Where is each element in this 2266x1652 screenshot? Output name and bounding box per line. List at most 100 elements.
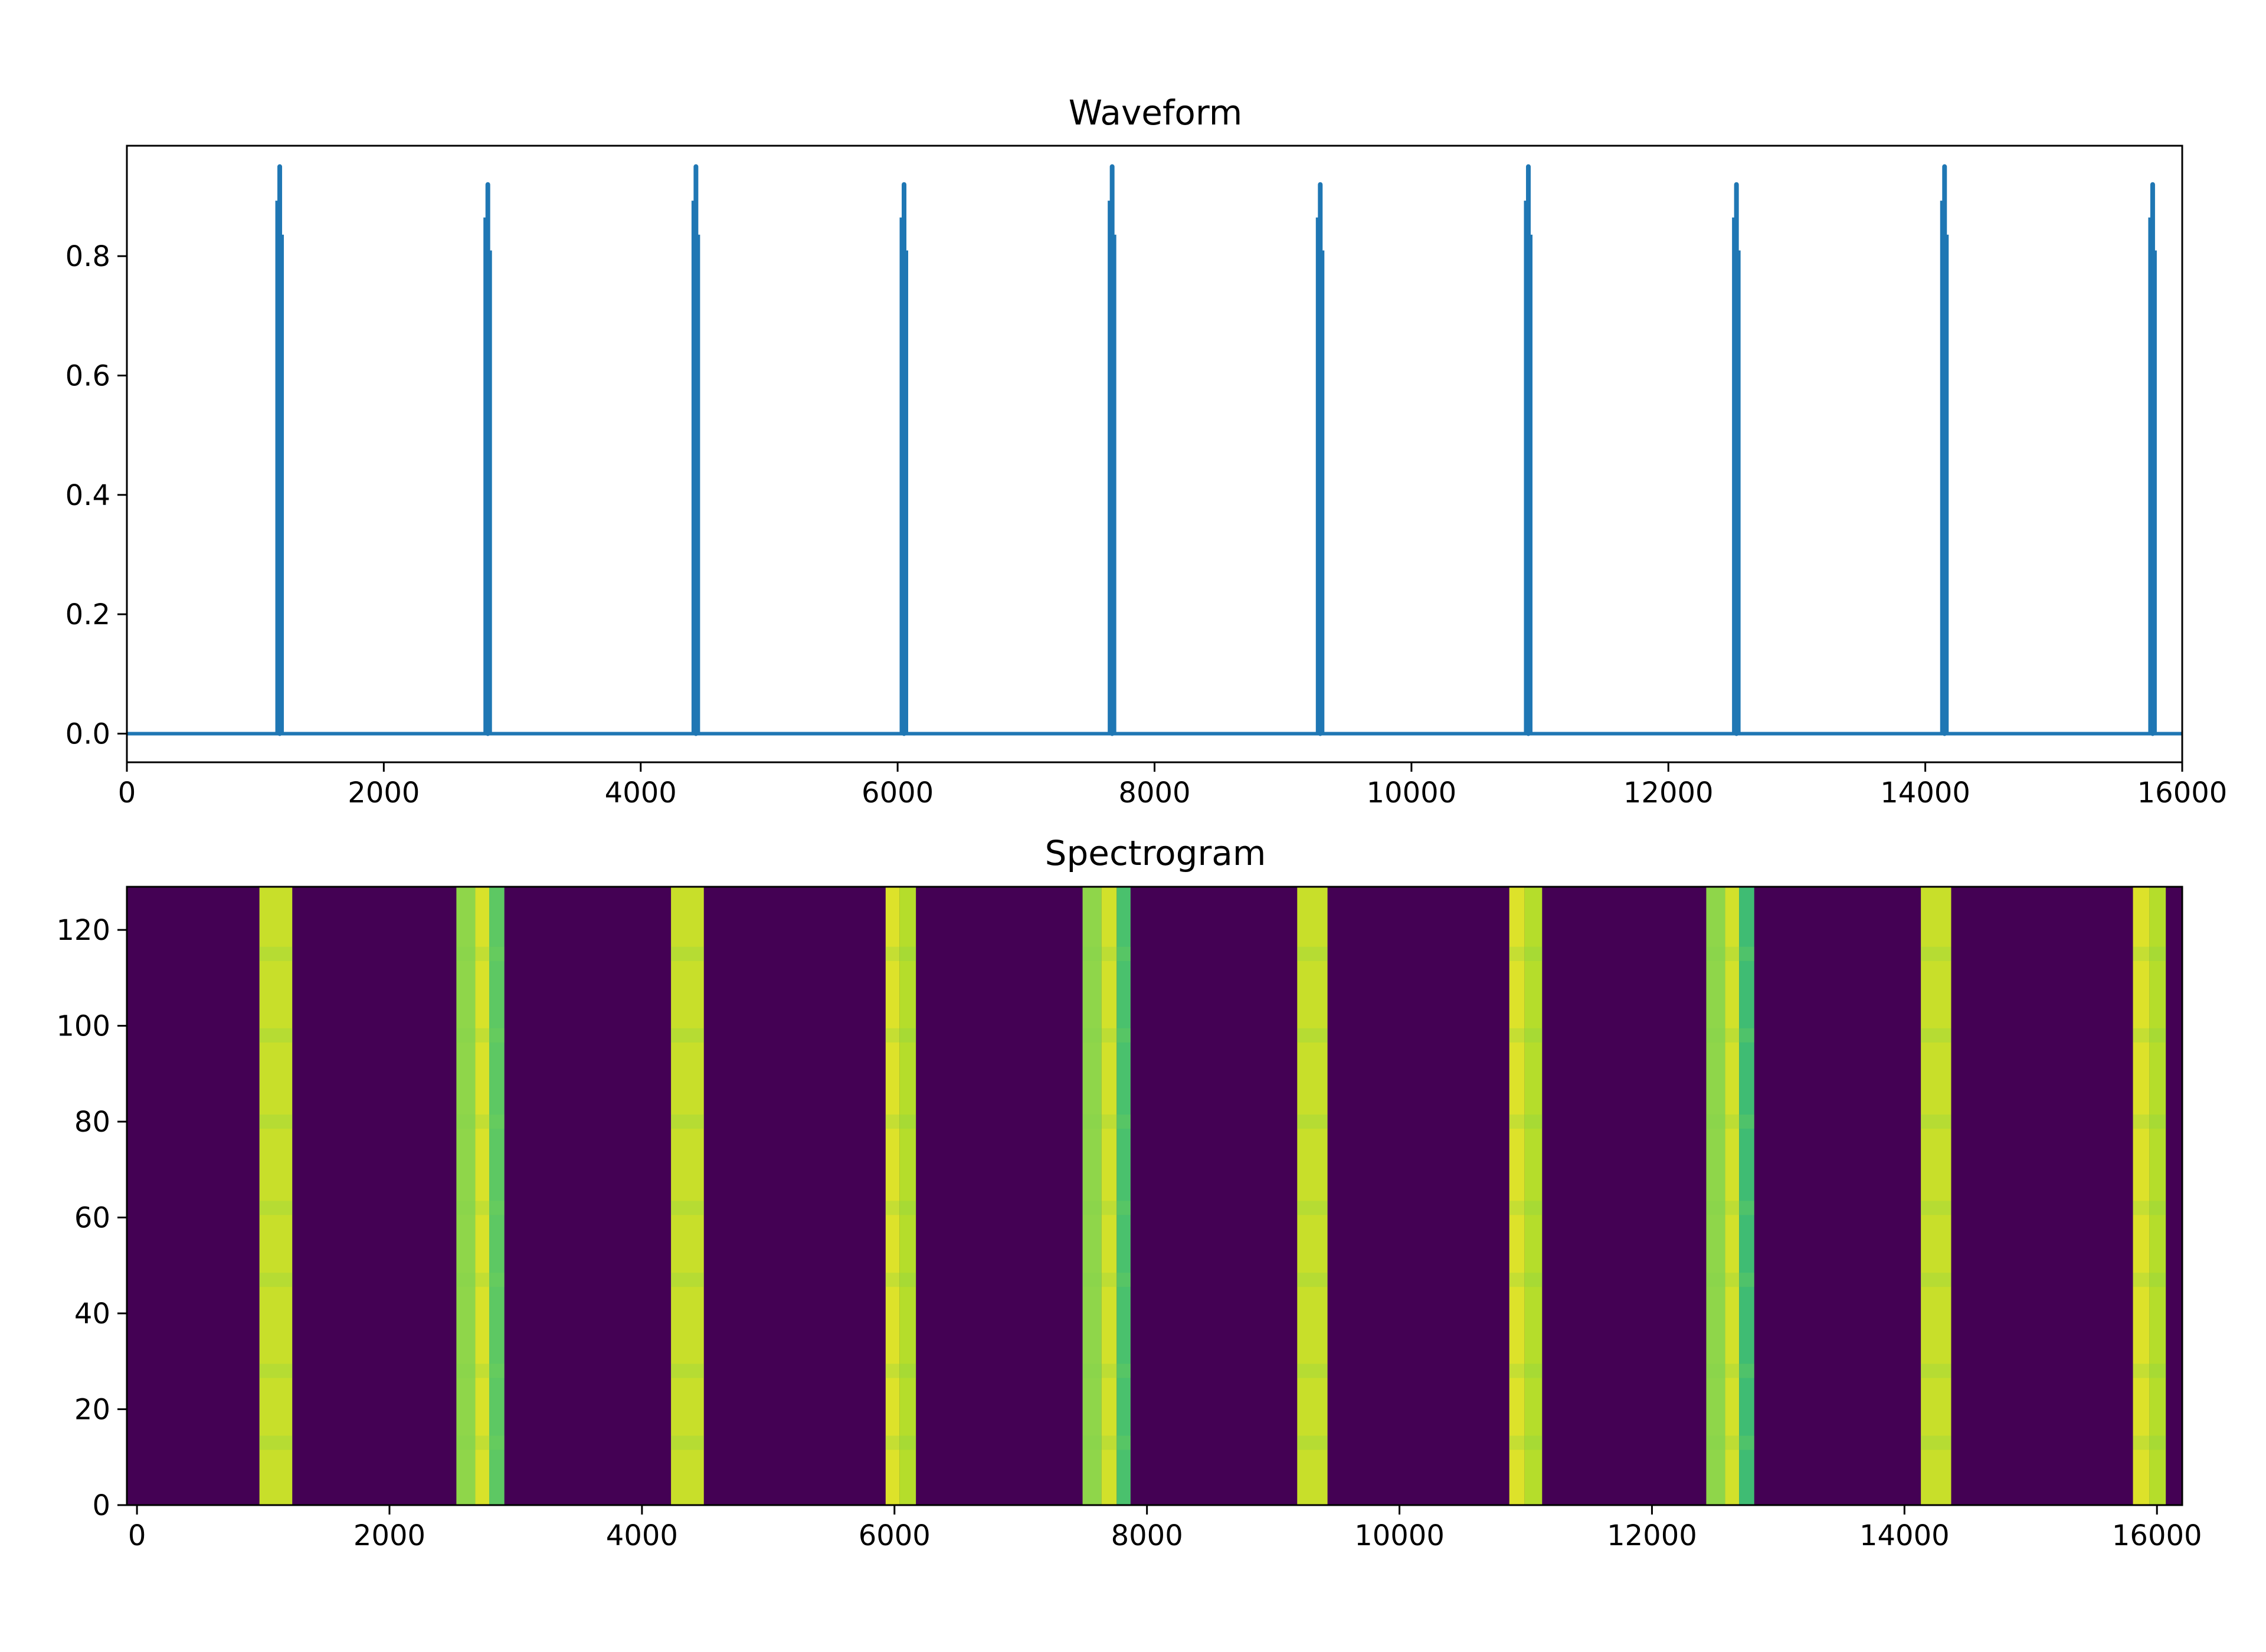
- spectrogram-band-texture: [671, 946, 704, 961]
- spectrogram-title: Spectrogram: [1045, 833, 1266, 873]
- waveform-x-tick-label: 0: [118, 776, 136, 809]
- spectrogram-band-texture: [259, 1273, 293, 1287]
- waveform-pulse: [899, 182, 909, 736]
- spectrogram-band: [1706, 887, 1754, 1505]
- waveform-plot-area: [127, 164, 2182, 736]
- waveform-pulse: [691, 164, 700, 736]
- spectrogram-band-texture: [1082, 1028, 1131, 1043]
- waveform-pulse: [1108, 164, 1116, 736]
- waveform-y-tick-label: 0.4: [66, 479, 110, 512]
- spectrogram-band-texture: [456, 1028, 505, 1043]
- spectrogram-band-segment: [1524, 887, 1543, 1505]
- spectrogram-band-texture: [456, 1273, 505, 1287]
- spectrogram-band-segment: [1739, 887, 1754, 1505]
- spectrogram-band-segment: [1921, 887, 1951, 1505]
- spectrogram-band-texture: [1297, 1115, 1328, 1129]
- spectrogram-band: [2133, 887, 2166, 1505]
- spectrogram-band-texture: [671, 1435, 704, 1450]
- waveform-pulse: [1732, 182, 1741, 736]
- spectrogram-band-texture: [1921, 1028, 1951, 1043]
- spectrogram-x-axis: 0 2000 4000 6000 8000 10000 12000 14000 16000: [128, 1505, 2202, 1552]
- waveform-x-tick-label: 6000: [862, 776, 934, 809]
- spectrogram-band-texture: [1706, 1273, 1754, 1287]
- waveform-pulse: [1524, 164, 1533, 736]
- spectrogram-band: [1921, 887, 1951, 1505]
- waveform-x-tick-label: 10000: [1367, 776, 1457, 809]
- spectrogram-band-texture: [259, 1115, 293, 1129]
- spectrogram-background: [127, 887, 2182, 1505]
- spectrogram-band-segment: [1297, 887, 1328, 1505]
- spectrogram-band-texture: [2133, 1273, 2166, 1287]
- waveform-pulse: [1315, 182, 1325, 736]
- spectrogram-band-texture: [885, 1028, 916, 1043]
- spectrogram-band-segment: [1101, 887, 1117, 1505]
- spectrogram-band-texture: [1297, 1435, 1328, 1450]
- spectrogram-band: [671, 887, 704, 1505]
- spectrogram-band-texture: [456, 1201, 505, 1215]
- spectrogram-band-texture: [1921, 1363, 1951, 1378]
- spectrogram-band-texture: [1921, 1115, 1951, 1129]
- spectrogram-band-texture: [1509, 1028, 1543, 1043]
- waveform-y-tick-label: 0.6: [66, 359, 110, 392]
- spectrogram-band: [885, 887, 916, 1505]
- spectrogram-band: [456, 887, 505, 1505]
- spectrogram-band-segment: [1706, 887, 1725, 1505]
- spectrogram-x-tick-label: 4000: [606, 1519, 678, 1552]
- spectrogram-band-texture: [1921, 1273, 1951, 1287]
- spectrogram-y-tick-label: 100: [56, 1010, 110, 1043]
- spectrogram-band-texture: [2133, 1435, 2166, 1450]
- spectrogram-band-segment: [885, 887, 900, 1505]
- spectrogram-x-tick-label: 2000: [353, 1519, 425, 1552]
- spectrogram-band-texture: [1921, 1435, 1951, 1450]
- spectrogram-band-texture: [259, 1363, 293, 1378]
- spectrogram-band-texture: [1297, 1201, 1328, 1215]
- waveform-y-tick-label: 0.8: [66, 240, 110, 273]
- spectrogram-x-tick-label: 12000: [1607, 1519, 1697, 1552]
- spectrogram-x-tick-label: 16000: [2112, 1519, 2202, 1552]
- spectrogram-band-texture: [671, 1363, 704, 1378]
- waveform-x-tick-label: 12000: [1623, 776, 1714, 809]
- waveform-y-tick-label: 0.2: [66, 598, 110, 631]
- spectrogram-band-texture: [2133, 1115, 2166, 1129]
- waveform-x-tick-label: 4000: [605, 776, 677, 809]
- spectrogram-band-texture: [1509, 1435, 1543, 1450]
- spectrogram-band-texture: [2133, 946, 2166, 961]
- spectrogram-y-tick-label: 60: [74, 1202, 110, 1235]
- spectrogram-band-segment: [2149, 887, 2166, 1505]
- spectrogram-band-texture: [1082, 1201, 1131, 1215]
- spectrogram-band-texture: [1921, 946, 1951, 961]
- waveform-pulse: [2148, 182, 2157, 736]
- spectrogram-band-texture: [259, 1201, 293, 1215]
- spectrogram-band-texture: [456, 1115, 505, 1129]
- waveform-panel: Waveform 0 2000 4000 6000 8000 10000 12000 1400…: [66, 93, 2228, 809]
- spectrogram-y-tick-label: 40: [74, 1297, 110, 1330]
- spectrogram-band-texture: [1509, 1201, 1543, 1215]
- spectrogram-band-segment: [475, 887, 490, 1505]
- spectrogram-band-texture: [1921, 1201, 1951, 1215]
- spectrogram-band-texture: [259, 946, 293, 961]
- spectrogram-band: [1509, 887, 1543, 1505]
- spectrogram-band-texture: [885, 946, 916, 961]
- spectrogram-band-texture: [1706, 1435, 1754, 1450]
- waveform-pulse: [1940, 164, 1949, 736]
- spectrogram-band-texture: [671, 1028, 704, 1043]
- spectrogram-y-tick-label: 0: [92, 1489, 110, 1522]
- spectrogram-band-texture: [1297, 1273, 1328, 1287]
- waveform-x-tick-label: 2000: [348, 776, 420, 809]
- spectrogram-band-texture: [2133, 1028, 2166, 1043]
- spectrogram-x-tick-label: 14000: [1859, 1519, 1950, 1552]
- spectrogram-band: [1082, 887, 1131, 1505]
- spectrogram-band-texture: [1509, 1273, 1543, 1287]
- waveform-x-tick-label: 14000: [1880, 776, 1970, 809]
- spectrogram-band: [259, 887, 293, 1505]
- spectrogram-band-segment: [1725, 887, 1740, 1505]
- spectrogram-band-segment: [899, 887, 916, 1505]
- spectrogram-x-tick-label: 6000: [859, 1519, 931, 1552]
- spectrogram-band-segment: [2133, 887, 2150, 1505]
- spectrogram-band-segment: [1116, 887, 1131, 1505]
- spectrogram-band-texture: [1706, 1115, 1754, 1129]
- waveform-pulse: [275, 164, 284, 736]
- spectrogram-band-texture: [2133, 1363, 2166, 1378]
- spectrogram-x-tick-label: 10000: [1354, 1519, 1445, 1552]
